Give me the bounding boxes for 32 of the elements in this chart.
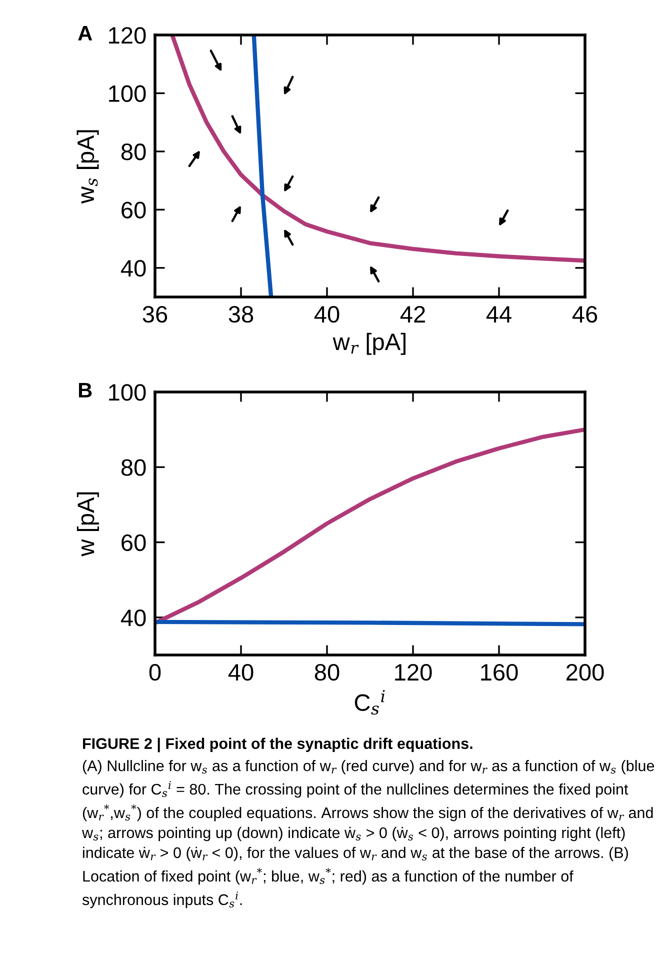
x-tick-label: 0 bbox=[149, 664, 161, 681]
y-tick-label: 80 bbox=[121, 144, 146, 160]
y-axis-title: w$_{s}$ [pA] bbox=[76, 130, 99, 204]
y-axis-title: w [pA] bbox=[76, 492, 99, 556]
y-tick-label: 60 bbox=[122, 534, 146, 552]
text: (A) Nullcline for w$_{s}$ as a function of w$_{r}$ (red curve) and for w$_{r}$ as a function of w$_{s}$ (blue curve) for C$_{s}$$^{i}$ = 80. The crossing point of the nullclines determines the fixed point (w$_{r}$$^{*}$,w$_{s}$$^{*}$) of the coupled equations. Arrows show the sign of the derivatives of w$_{r}$ and w$_{s}$; arrows pointing up (down) indicate ẇ$_{s}$ > 0 (ẇ$_{s}$ < 0), arrows pointing right (left) indicate ẇ$_{r}$ > 0 (ẇ$_{r}$ < 0), for the values of w$_{r}$ and w$_{s}$ at the base of the arrows. (B) Location of fixed point (w$_{r}$$^{*}$; blue, w$_{s}$$^{*}$; red) as a function of the number of synchronous inputs C$_{s}$$^{i}$. bbox=[82, 760, 654, 908]
y-tick-label: 120 bbox=[109, 27, 146, 44]
x-tick-label: 80 bbox=[314, 664, 340, 681]
x-tick-label: 38 bbox=[228, 306, 254, 323]
x-tick-label: 40 bbox=[314, 306, 340, 323]
line-series bbox=[170, 35, 585, 263]
caption: FIGURE 2 | Fixed point of the synaptic drift equations. bbox=[83, 738, 472, 752]
line-series bbox=[252, 35, 274, 297]
chart-title: B bbox=[78, 383, 92, 398]
x-axis-title: C$_{s}$$^{i}$ bbox=[354, 690, 385, 715]
x-tick-label: 40 bbox=[228, 664, 254, 681]
x-tick-label: 44 bbox=[486, 306, 512, 322]
x-tick-label: 200 bbox=[566, 664, 604, 681]
y-tick-label: 40 bbox=[120, 260, 146, 277]
x-tick-label: 42 bbox=[400, 306, 425, 322]
x-tick-label: 46 bbox=[572, 306, 598, 323]
chart-title: A bbox=[78, 26, 92, 40]
y-tick-label: 80 bbox=[121, 459, 146, 476]
line-series bbox=[155, 427, 585, 626]
y-tick-label: 60 bbox=[122, 202, 146, 218]
x-tick-label: 36 bbox=[142, 306, 168, 323]
y-tick-label: 100 bbox=[109, 85, 146, 102]
x-tick-label: 160 bbox=[481, 664, 518, 681]
y-tick-label: 100 bbox=[109, 384, 146, 401]
x-axis-title: w$_{r}$ [pA] bbox=[332, 332, 406, 355]
y-tick-label: 40 bbox=[120, 609, 146, 626]
x-tick-label: 120 bbox=[395, 664, 432, 681]
